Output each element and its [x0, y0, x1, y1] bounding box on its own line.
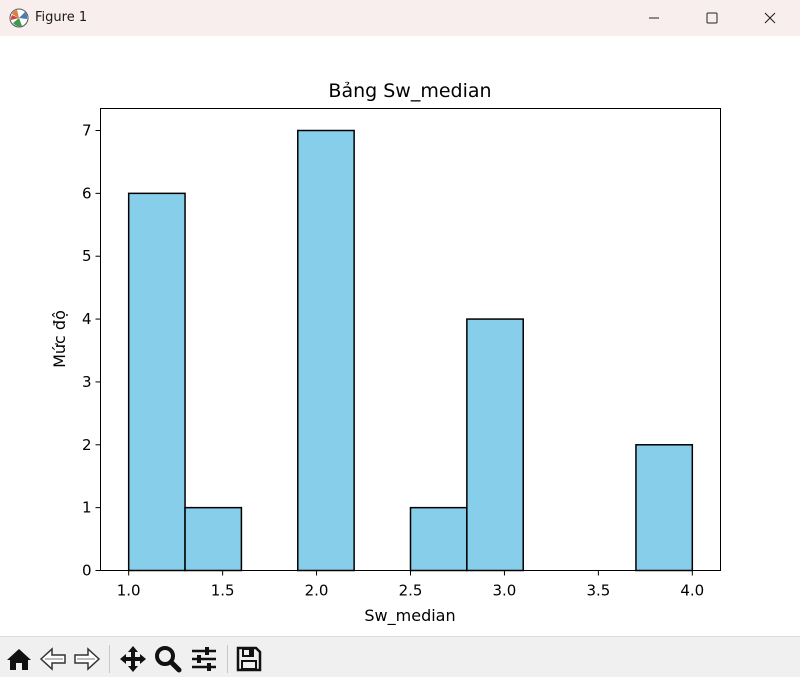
pan-button[interactable] — [118, 645, 148, 673]
y-tick-label: 0 — [82, 562, 92, 580]
arrow-left-icon — [39, 647, 66, 671]
x-tick-label: 1.0 — [117, 582, 141, 600]
save-button[interactable] — [234, 645, 264, 673]
configure-subplots-button[interactable] — [189, 645, 219, 673]
title-bar[interactable]: Figure 1 — [0, 0, 800, 36]
y-tick-label: 5 — [82, 247, 92, 265]
x-tick-label: 4.0 — [680, 582, 704, 600]
axes-frame — [100, 108, 721, 571]
home-icon — [7, 649, 31, 670]
y-tick-label: 6 — [82, 184, 92, 202]
zoom-button[interactable] — [153, 645, 183, 673]
x-axis-ticks: 1.0 1.5 2.0 2.5 3.0 3.5 4.0 — [117, 570, 704, 600]
x-axis-label: Sw_median — [364, 606, 455, 626]
histogram-bar — [409, 506, 468, 572]
back-button[interactable] — [38, 645, 68, 673]
navigation-toolbar — [0, 636, 800, 677]
histogram-bar — [297, 129, 355, 572]
y-tick-label: 1 — [82, 499, 92, 517]
y-axis-label: Mức độ — [50, 310, 69, 368]
figure-canvas[interactable]: Bảng Sw_median 1.0 1.5 2.0 2.5 3.0 3.5 4.0 0 1 2… — [0, 36, 800, 636]
x-tick-label: 1.5 — [211, 582, 235, 600]
chart-title: Bảng Sw_median — [328, 80, 491, 102]
floppy-disk-icon — [236, 646, 262, 672]
close-icon — [764, 12, 776, 24]
x-tick-label: 2.5 — [399, 582, 423, 600]
histogram-bar — [184, 506, 243, 572]
y-axis-ticks: 0 1 2 3 4 5 6 7 — [82, 122, 101, 580]
x-tick-label: 2.0 — [305, 582, 329, 600]
x-tick-label: 3.0 — [493, 582, 517, 600]
maximize-button[interactable] — [683, 0, 741, 36]
arrow-right-icon — [74, 647, 101, 671]
forward-button[interactable] — [72, 645, 102, 673]
histogram-bar — [466, 318, 524, 572]
y-tick-label: 3 — [82, 373, 92, 391]
toolbar-separator — [109, 645, 110, 673]
sliders-icon — [192, 647, 216, 671]
home-button[interactable] — [4, 645, 34, 673]
minimize-button[interactable] — [625, 0, 683, 36]
y-tick-label: 4 — [82, 310, 92, 328]
histogram-bar — [127, 192, 186, 572]
window-title: Figure 1 — [35, 10, 88, 25]
histogram-bar — [635, 444, 694, 572]
toolbar-separator — [227, 645, 228, 673]
zoom-icon — [155, 646, 182, 673]
minimize-icon — [649, 17, 659, 19]
bars-group — [127, 129, 694, 572]
close-button[interactable] — [741, 0, 799, 36]
y-tick-label: 2 — [82, 436, 92, 454]
move-icon — [120, 646, 146, 672]
histogram-chart: Bảng Sw_median 1.0 1.5 2.0 2.5 3.0 3.5 4.0 0 1 2… — [50, 80, 721, 626]
matplotlib-figure-icon — [9, 8, 29, 28]
maximize-icon — [706, 12, 718, 24]
y-tick-label: 7 — [82, 122, 92, 140]
x-tick-label: 3.5 — [586, 582, 610, 600]
